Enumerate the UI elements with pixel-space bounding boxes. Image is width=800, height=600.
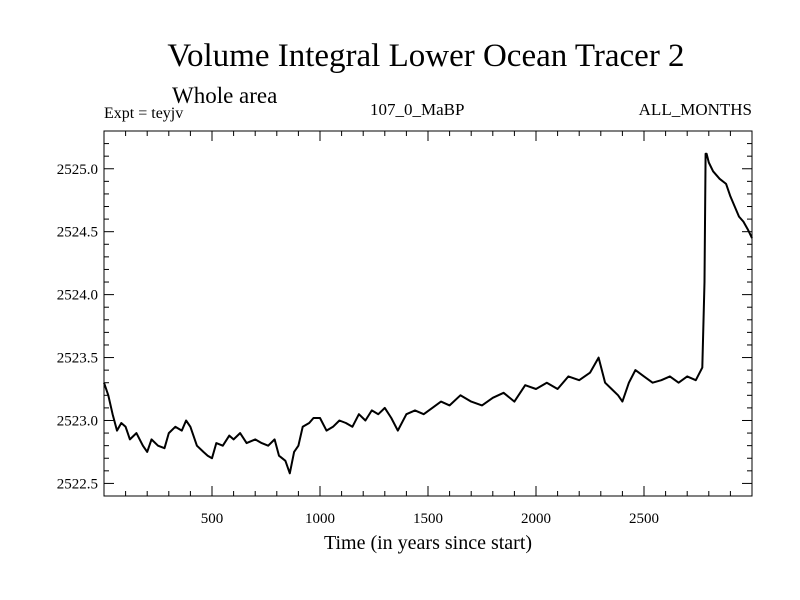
chart-title: Volume Integral Lower Ocean Tracer 2 [167,38,685,74]
x-tick-label: 500 [201,511,224,527]
experiment-label: Expt = teyjv [104,105,184,122]
period-label: 107_0_MaBP [370,100,465,119]
y-tick-label: 2524.5 [57,225,98,241]
chart-subtitle: Whole area [172,83,278,108]
x-tick-label: 2500 [629,511,659,527]
x-tick-label: 2000 [521,511,551,527]
x-axis-label: Time (in years since start) [323,532,533,554]
y-tick-label: 2524.0 [57,288,98,304]
y-tick-label: 2523.5 [57,351,98,367]
x-tick-label: 1000 [305,511,335,527]
plot-frame [103,130,753,497]
months-label: ALL_MONTHS [638,100,752,119]
y-tick-label: 2523.0 [57,413,98,429]
series-line [103,152,753,475]
x-tick-label: 1500 [413,511,443,527]
y-tick-label: 2522.5 [57,476,98,492]
plot-area: 500 1000 1500 2000 2500 2522.5 2523.0 2523.5 252… [57,130,753,527]
y-tick-label: 2525.0 [57,162,98,178]
